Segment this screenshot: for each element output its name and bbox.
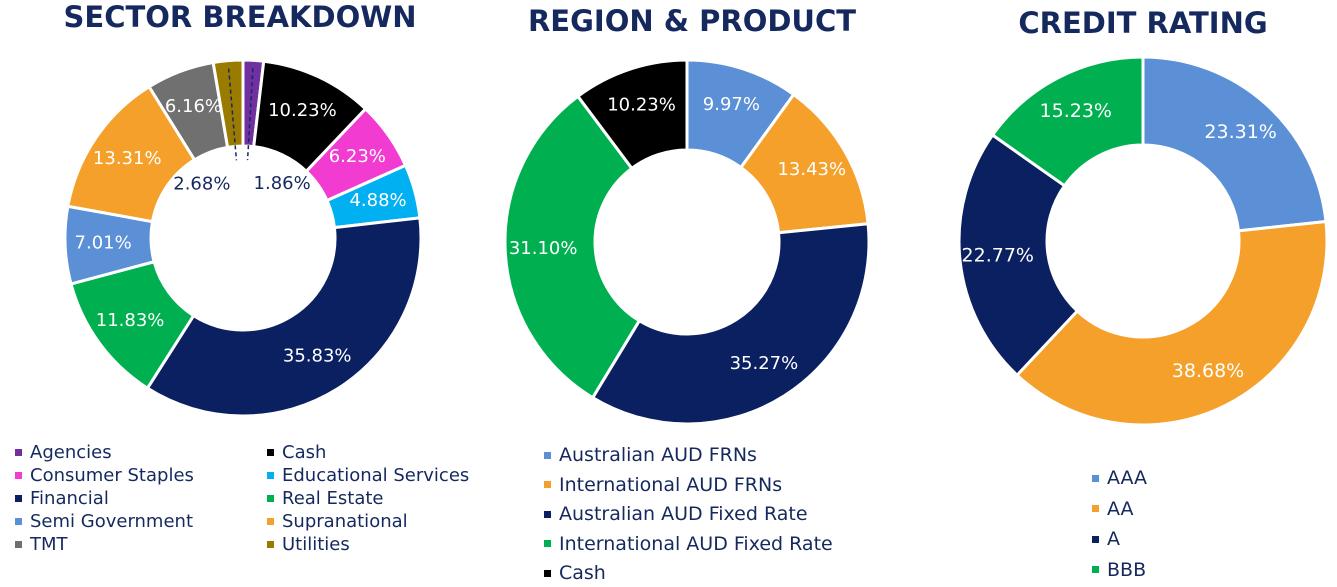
legend-label: Real Estate xyxy=(282,488,384,509)
data-label-aaa: 23.31% xyxy=(1204,121,1276,143)
legend-label: AA xyxy=(1107,497,1134,520)
chart-title-credit: CREDIT RATING xyxy=(1018,6,1268,40)
region-donut-chart: 9.97% 13.43% 35.27% 31.10% 10.23% xyxy=(503,58,871,426)
legend-item-financial: Financial xyxy=(15,488,109,509)
legend-label: Semi Government xyxy=(30,511,194,532)
legend-swatch-real-estate xyxy=(267,495,274,502)
slice-cash xyxy=(575,58,689,171)
data-label-utilities: 2.68% xyxy=(173,173,230,194)
legend-swatch-utilities xyxy=(267,541,274,548)
data-label-bbb: 15.23% xyxy=(1040,100,1112,122)
legend-swatch-cash xyxy=(544,569,551,577)
credit-donut-chart: 23.31% 38.68% 22.77% 15.23% xyxy=(957,55,1329,427)
legend-label: BBB xyxy=(1107,558,1147,581)
data-label-educational-services: 4.88% xyxy=(349,190,406,211)
legend-item-supranational: Supranational xyxy=(267,511,408,532)
legend-item-cash: Cash xyxy=(544,562,606,584)
callout-line-agencies xyxy=(246,68,254,161)
legend-item-utilities: Utilities xyxy=(267,534,350,555)
legend-swatch-agencies xyxy=(15,449,22,456)
legend-swatch-educational-services xyxy=(267,472,274,479)
legend-swatch-aaa xyxy=(1092,474,1099,482)
legend-swatch-tmt xyxy=(15,541,22,548)
data-label-consumer-staples: 6.23% xyxy=(329,146,386,167)
data-label-cash: 10.23% xyxy=(607,94,676,115)
data-label-agencies: 1.86% xyxy=(254,173,311,194)
legend-item-australian-aud-frns: Australian AUD FRNs xyxy=(544,444,757,466)
legend-label: Agencies xyxy=(30,442,112,463)
slice-australian-aud-fixed-rate xyxy=(590,222,871,426)
legend-swatch-cash xyxy=(267,449,274,456)
legend-label: International AUD FRNs xyxy=(559,473,783,496)
legend-label: TMT xyxy=(30,534,68,555)
legend-swatch-supranational xyxy=(267,518,274,525)
legend-item-bbb: BBB xyxy=(1092,559,1146,581)
legend-swatch-bbb xyxy=(1092,566,1099,573)
legend-swatch-aa xyxy=(1092,505,1099,512)
data-label-tmt: 6.16% xyxy=(165,96,222,117)
data-label-cash: 10.23% xyxy=(268,100,337,121)
legend-swatch-australian-aud-fixed-rate xyxy=(544,510,551,518)
legend-item-semi-government: Semi Government xyxy=(15,511,193,532)
callout-line-utilities xyxy=(227,68,238,161)
slice-financial xyxy=(145,216,423,418)
data-label-international-aud-fixed-rate: 31.10% xyxy=(509,238,578,259)
legend-label: AAA xyxy=(1107,467,1148,489)
sector-donut-chart: 1.86% 10.23% 6.23% 4.88% 35.83% 11.83% 7.01% 13… xyxy=(63,58,423,418)
legend-swatch-a xyxy=(1092,535,1099,543)
legend-label: A xyxy=(1107,528,1120,550)
legend-swatch-international-aud-fixed-rate xyxy=(544,540,551,547)
legend-swatch-semi-government xyxy=(15,518,22,525)
sector-legend: Agencies Cash Consumer Staples Educational … xyxy=(15,442,515,572)
slice-utilities xyxy=(211,58,245,150)
legend-label: Educational Services xyxy=(282,465,470,486)
legend-swatch-financial xyxy=(15,495,22,502)
data-label-a: 22.77% xyxy=(962,244,1034,266)
data-label-aa: 38.68% xyxy=(1172,360,1244,382)
region-legend: Australian AUD FRNs International AUD FRN… xyxy=(544,444,884,584)
legend-swatch-australian-aud-frns xyxy=(544,451,551,459)
slice-bbb xyxy=(990,55,1145,188)
legend-label: Utilities xyxy=(282,534,350,555)
legend-item-educational-services: Educational Services xyxy=(267,465,469,486)
legend-item-agencies: Agencies xyxy=(15,442,112,463)
data-label-real-estate: 11.83% xyxy=(96,310,165,331)
legend-label: Consumer Staples xyxy=(30,465,194,486)
legend-label: Cash xyxy=(282,442,327,463)
legend-item-cash: Cash xyxy=(267,442,326,463)
chart-title-region: REGION & PRODUCT xyxy=(527,4,857,38)
legend-item-real-estate: Real Estate xyxy=(267,488,384,509)
legend-label: International AUD Fixed Rate xyxy=(559,532,833,555)
legend-label: Supranational xyxy=(282,511,408,532)
legend-swatch-consumer-staples xyxy=(15,472,22,479)
legend-item-tmt: TMT xyxy=(15,534,68,555)
legend-item-international-aud-frns: International AUD FRNs xyxy=(544,474,782,496)
legend-label: Financial xyxy=(30,488,109,509)
legend-item-a: A xyxy=(1092,528,1120,550)
credit-legend: AAA AA A BBB xyxy=(1092,467,1212,585)
data-label-supranational: 13.31% xyxy=(93,148,162,169)
legend-label: Australian AUD FRNs xyxy=(559,444,757,466)
data-label-financial: 35.83% xyxy=(283,346,352,367)
legend-label: Cash xyxy=(559,562,606,584)
slice-aaa xyxy=(1141,55,1328,233)
legend-item-aa: AA xyxy=(1092,498,1134,520)
legend-item-aaa: AAA xyxy=(1092,467,1147,489)
chart-title-sector: SECTOR BREAKDOWN xyxy=(63,0,417,34)
data-label-semi-government: 7.01% xyxy=(75,233,132,254)
slice-international-aud-fixed-rate xyxy=(503,94,642,400)
legend-swatch-international-aud-frns xyxy=(544,481,551,488)
slice-a xyxy=(957,132,1080,378)
data-label-australian-aud-fixed-rate: 35.27% xyxy=(730,353,799,374)
legend-item-consumer-staples: Consumer Staples xyxy=(15,465,194,486)
data-label-international-aud-frns: 13.43% xyxy=(777,159,846,180)
legend-label: Australian AUD Fixed Rate xyxy=(559,503,808,525)
legend-item-australian-aud-fixed-rate: Australian AUD Fixed Rate xyxy=(544,503,808,525)
data-label-australian-aud-frns: 9.97% xyxy=(703,94,760,115)
slice-aa xyxy=(1014,219,1329,427)
legend-item-international-aud-fixed-rate: International AUD Fixed Rate xyxy=(544,533,833,555)
